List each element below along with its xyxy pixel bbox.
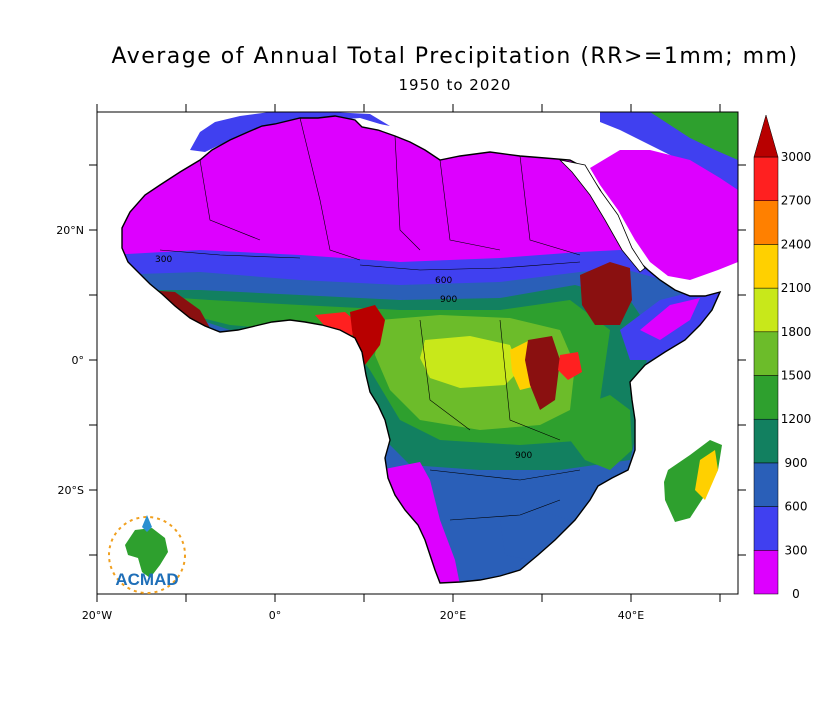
lat-label-20s: 20°S: [58, 484, 84, 497]
acmad-logo: ACMAD: [108, 515, 186, 594]
lon-label-40e: 40°E: [618, 609, 644, 622]
colorbar-label: 600: [785, 500, 808, 514]
country-borders: [159, 117, 581, 521]
madagascar-east-wet: [695, 450, 718, 500]
colorbar-label: 3000: [781, 150, 812, 164]
colorbar-label: 1800: [781, 325, 812, 339]
red-sea: [558, 159, 646, 273]
europe-south: [190, 112, 390, 152]
contour-label-1: 300: [155, 255, 172, 265]
colorbar-box: [753, 331, 779, 376]
lon-label-0: 0°: [269, 609, 282, 622]
colorbar-box: [753, 506, 779, 551]
caucasus-wet: [650, 112, 738, 160]
colorbar-box: [753, 418, 779, 464]
contour-label-3: 900: [440, 295, 457, 305]
colorbar-box: [753, 156, 779, 201]
contour-label-2: 600: [435, 276, 452, 286]
lon-label-20e: 20°E: [440, 609, 466, 622]
colorbar-box: [753, 462, 779, 507]
colorbar-box: [753, 244, 779, 289]
colorbar-label: 1200: [781, 412, 812, 426]
logo-text: ACMAD: [115, 570, 178, 589]
lat-label-0: 0°: [72, 354, 85, 367]
lon-label-20w: 20°W: [82, 609, 112, 622]
africa-coastline: [121, 115, 722, 584]
colorbar-label: 300: [785, 543, 808, 557]
colorbar: 0 300 600 900 1200 1500 1800 2100 2400 2700 3000: [753, 114, 812, 601]
map-title: Average of Annual Total Precipitation (R…: [111, 44, 799, 69]
contour-label-4: 900: [515, 451, 532, 461]
colorbar-max-arrow: [753, 114, 779, 158]
colorbar-box: [753, 550, 779, 595]
colorbar-box: [753, 200, 779, 245]
arabia-dry: [590, 150, 738, 280]
colorbar-label: 2700: [781, 194, 812, 208]
colorbar-label: 1500: [781, 369, 812, 383]
map-subtitle: 1950 to 2020: [398, 76, 512, 94]
colorbar-box: [753, 287, 779, 333]
lat-label-20n: 20°N: [56, 224, 84, 237]
colorbar-box: [753, 375, 779, 420]
map-frame: [96, 111, 739, 595]
colorbar-label: 2100: [781, 281, 812, 295]
lon-ticks: [96, 104, 721, 602]
colorbar-label: 2400: [781, 237, 812, 251]
colorbar-label: 900: [785, 456, 808, 470]
lat-ticks: [89, 164, 746, 556]
colorbar-label: 0: [792, 587, 800, 601]
